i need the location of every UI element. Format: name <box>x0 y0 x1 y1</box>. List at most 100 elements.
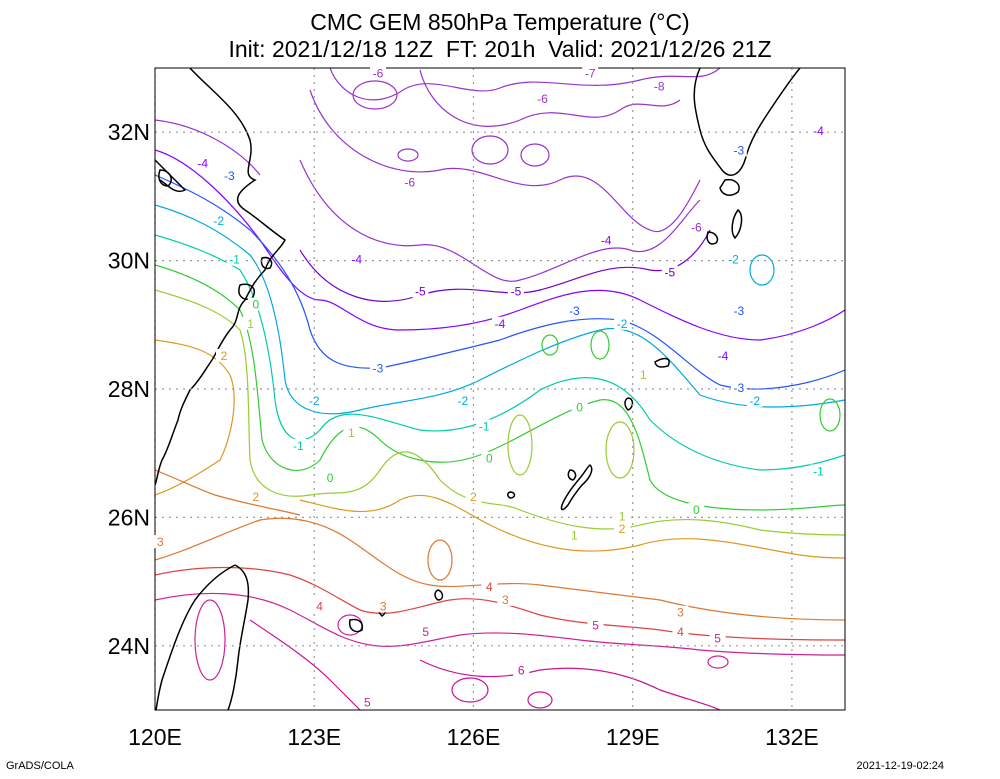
contour-label: -6 <box>537 92 548 106</box>
kyushu-coastline <box>693 68 801 176</box>
contour-label-background <box>152 535 169 549</box>
coastlines <box>155 68 801 710</box>
contour-line <box>707 655 729 669</box>
contour-label: 3 <box>677 606 684 620</box>
contour-line <box>541 334 559 356</box>
contour-line <box>194 599 226 681</box>
contour-label: -2 <box>458 394 469 408</box>
contour-label-background <box>730 303 747 317</box>
contour-line <box>507 414 533 476</box>
x-tick-label: 120E <box>128 724 182 750</box>
contour-line <box>471 135 509 165</box>
contour-label-background <box>566 528 583 542</box>
island-outline <box>654 357 670 368</box>
y-axis: 32N 30N 28N 26N 24N <box>108 119 150 659</box>
island-outline <box>434 589 444 601</box>
contour-label: -7 <box>585 66 596 80</box>
contour-line <box>520 143 550 167</box>
contour-label: 3 <box>380 599 387 613</box>
contour-label: -6 <box>691 221 702 235</box>
island-outline <box>260 256 273 270</box>
contour-line <box>249 619 721 710</box>
contour-label-background <box>369 361 386 375</box>
okinawa-coastline <box>560 464 593 511</box>
contour-label: -1 <box>479 420 490 434</box>
contour-label: 1 <box>348 426 355 440</box>
footer-timestamp: 2021-12-19-02:24 <box>856 760 944 772</box>
contour-label-background <box>672 605 689 619</box>
contour-label: 4 <box>486 580 493 594</box>
contour-label-background <box>454 393 471 407</box>
contour-line <box>451 677 489 703</box>
contour-line <box>155 592 845 656</box>
contour-label-background <box>210 214 227 228</box>
contour-label-background <box>359 695 376 709</box>
contour-label-background <box>709 631 726 645</box>
contour-label-background <box>534 92 551 106</box>
contour-label-background <box>401 175 418 189</box>
contour-label: -1 <box>293 439 304 453</box>
contour-label: -4 <box>197 156 208 170</box>
contour-line <box>329 68 721 101</box>
contour-line <box>155 204 845 415</box>
contour-line <box>155 289 845 536</box>
contour-label-background <box>730 381 747 394</box>
contour-label-background <box>412 284 429 298</box>
contour-label: -3 <box>569 304 580 318</box>
contour-label: -5 <box>511 285 522 299</box>
contour-line <box>749 254 775 286</box>
contour-label: -4 <box>601 233 612 247</box>
contour-label: 2 <box>619 522 626 536</box>
contour-line <box>155 234 845 471</box>
contour-label: 3 <box>157 535 164 549</box>
y-tick-label: 30N <box>108 248 150 274</box>
contour-line <box>819 398 841 432</box>
contour-label-background <box>247 490 264 504</box>
island-outline <box>567 469 577 481</box>
contour-line <box>155 264 845 511</box>
island-outline <box>719 178 740 196</box>
contour-label-background <box>247 297 264 311</box>
contour-label: -4 <box>813 124 824 138</box>
contour-label-background <box>614 522 631 536</box>
contour-label: -3 <box>734 143 745 157</box>
y-tick-label: 24N <box>108 633 150 659</box>
contour-label-background <box>216 348 232 362</box>
y-tick-label: 28N <box>108 376 150 402</box>
contour-label: -2 <box>617 317 628 331</box>
contour-label-background <box>730 143 747 157</box>
contour-label-background <box>290 438 307 452</box>
y-tick-label: 32N <box>108 119 150 145</box>
contour-label-background <box>417 624 434 638</box>
contour-label-background <box>688 502 705 516</box>
contour-label-background <box>582 66 599 80</box>
contour-label-background <box>497 592 514 606</box>
contour-line <box>309 89 701 233</box>
contour-label-background <box>306 393 323 407</box>
map-subtitle: Init: 2021/12/18 12Z FT: 201h Valid: 202… <box>228 36 772 62</box>
contour-label: -4 <box>351 253 362 267</box>
contour-label: -8 <box>654 79 665 93</box>
island-outline <box>731 208 743 240</box>
contour-line <box>590 330 610 360</box>
island-outline <box>624 397 634 411</box>
contour-label-background <box>226 252 243 266</box>
contour-label-background <box>746 393 763 407</box>
contour-label: -1 <box>813 464 824 478</box>
contour-label: -2 <box>213 214 224 228</box>
contour-label: 0 <box>327 471 334 485</box>
contour-line <box>155 119 701 282</box>
contour-label: -3 <box>224 169 235 183</box>
contour-label-background <box>614 509 631 523</box>
x-tick-label: 123E <box>287 724 341 750</box>
contour-label-background <box>688 220 705 234</box>
contour-label: 1 <box>247 317 254 331</box>
contour-label: 0 <box>576 400 583 414</box>
contour-label-background <box>651 79 668 93</box>
x-axis: 120E 123E 126E 129E 132E <box>128 724 819 750</box>
contour-label-background <box>194 156 211 170</box>
contour-label-background <box>343 425 360 439</box>
contour-label: -5 <box>665 265 676 279</box>
contour-label-background <box>348 252 365 266</box>
